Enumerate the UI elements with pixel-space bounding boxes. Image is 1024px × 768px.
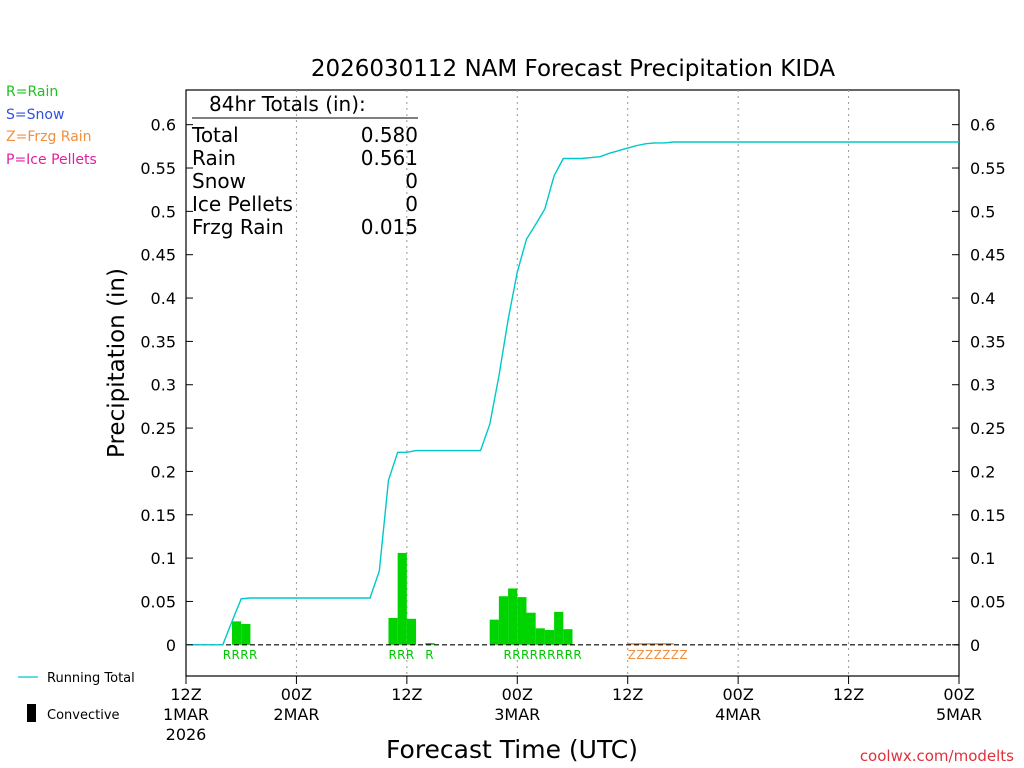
y-tick-label-left: 0 (166, 636, 176, 655)
rain-bar (498, 596, 509, 645)
legend-running-total-label: Running Total (47, 671, 135, 686)
y-tick-label-right: 0.1 (970, 549, 995, 568)
rain-bar (388, 617, 398, 645)
totals-label-ice-pellets: Ice Pellets (192, 192, 293, 216)
totals-header: 84hr Totals (in): (209, 92, 366, 116)
frzg-rain-bar (646, 643, 656, 645)
y-tick-label-right: 0.45 (970, 246, 1006, 265)
x-tick-label: 1MAR (163, 705, 209, 724)
rain-bar (397, 552, 407, 645)
rain-bar (544, 630, 555, 645)
gridlines (295, 90, 850, 676)
y-tick-label-left: 0.25 (140, 419, 176, 438)
precip-bars (232, 552, 674, 645)
y-tick-label-right: 0.15 (970, 506, 1006, 525)
y-tick-label-right: 0.4 (970, 289, 995, 308)
ptype-marker: RRR (388, 648, 414, 662)
x-tick-label: 00Z (281, 685, 312, 704)
rain-bar (425, 643, 435, 645)
y-tick-label-left: 0.1 (151, 549, 176, 568)
ptype-legend: R=Rain S=Snow Z=Frzg Rain P=Ice Pellets (6, 84, 97, 168)
totals-value-snow: 0 (405, 169, 418, 193)
x-tick-label: 2026 (166, 725, 207, 744)
ptype-marker: R (425, 648, 434, 662)
x-tick-label: 3MAR (494, 705, 540, 724)
totals-value-rain: 0.561 (361, 146, 418, 170)
x-tick-label: 00Z (502, 685, 533, 704)
legend-frzg-rain: Z=Frzg Rain (6, 129, 92, 145)
y-axis-ticks: 0 00.05 0.050.1 0.10.15 0.150.2 0.20.25 0.250.… (140, 116, 1005, 655)
totals-label-snow: Snow (192, 169, 246, 193)
y-tick-label-right: 0.2 (970, 462, 995, 481)
frzg-rain-bar (636, 643, 647, 645)
running-total-series (186, 141, 959, 646)
y-tick-label-left: 0.15 (140, 506, 176, 525)
x-tick-label: 12Z (833, 685, 864, 704)
plot-frame (185, 89, 960, 677)
totals-value-total: 0.580 (361, 123, 418, 147)
legend-convective-label: Convective (47, 708, 120, 723)
totals-value-ice-pellets: 0 (405, 192, 418, 216)
x-tick-label: 00Z (943, 685, 974, 704)
y-tick-label-left: 0.4 (151, 289, 176, 308)
y-tick-label-left: 0.35 (140, 332, 176, 351)
y-tick-label-left: 0.5 (151, 202, 176, 221)
x-tick-label: 12Z (391, 685, 422, 704)
y-tick-label-left: 0.2 (151, 462, 176, 481)
frzg-rain-bar (664, 643, 674, 645)
legend-convective-swatch (27, 704, 36, 722)
y-tick-label-right: 0.5 (970, 202, 995, 221)
totals-value-frzg-rain: 0.015 (361, 215, 418, 239)
rain-bar (554, 611, 564, 645)
series-legend: Running Total Convective (18, 671, 135, 723)
y-tick-label-right: 0.25 (970, 419, 1006, 438)
y-tick-label-left: 0.6 (151, 116, 176, 135)
rain-bar (489, 619, 499, 645)
credit-text: coolwx.com/modelts (860, 747, 1014, 765)
y-tick-label-right: 0.6 (970, 116, 995, 135)
x-tick-label: 12Z (612, 685, 643, 704)
rain-bar (241, 623, 251, 645)
rain-bar (563, 629, 573, 645)
ptype-markers: RRRR RRR R RRRRRRRRR ZZZZZZZ (223, 648, 688, 662)
rain-bar (535, 628, 545, 645)
ptype-marker: ZZZZZZZ (628, 648, 688, 662)
y-tick-label-right: 0 (970, 636, 980, 655)
y-tick-label-right: 0.3 (970, 376, 995, 395)
totals-label-total: Total (191, 123, 239, 147)
ptype-marker: RRRR (223, 648, 258, 662)
rain-bar (517, 597, 527, 645)
y-tick-label-left: 0.05 (140, 592, 176, 611)
legend-snow: S=Snow (6, 107, 64, 123)
rain-bar (232, 621, 242, 645)
rain-bar (508, 588, 518, 645)
chart-title: 2026030112 NAM Forecast Precipitation KI… (311, 56, 836, 82)
x-tick-label: 12Z (170, 685, 201, 704)
frzg-rain-bar (655, 643, 665, 645)
y-tick-label-left: 0.45 (140, 246, 176, 265)
y-tick-label-left: 0.3 (151, 376, 176, 395)
totals-label-frzg-rain: Frzg Rain (192, 215, 284, 239)
y-tick-label-right: 0.35 (970, 332, 1006, 351)
rain-bar (406, 618, 417, 645)
totals-label-rain: Rain (192, 146, 236, 170)
rain-bar (526, 612, 536, 645)
totals-box: 84hr Totals (in): Total 0.580 Rain 0.561… (191, 92, 418, 239)
x-tick-label: 2MAR (273, 705, 319, 724)
y-tick-label-right: 0.55 (970, 159, 1006, 178)
ptype-marker: RRRRRRRRR (503, 648, 582, 662)
x-axis-label: Forecast Time (UTC) (386, 735, 638, 764)
legend-ice-pellets: P=Ice Pellets (6, 152, 97, 168)
running-total-line (186, 141, 959, 646)
y-axis-label: Precipitation (in) (104, 268, 130, 458)
y-tick-label-left: 0.55 (140, 159, 176, 178)
x-tick-label: 5MAR (936, 705, 982, 724)
x-tick-label: 00Z (722, 685, 753, 704)
legend-rain: R=Rain (6, 84, 58, 100)
x-tick-label: 4MAR (715, 705, 761, 724)
frzg-rain-bar (627, 643, 637, 645)
y-tick-label-right: 0.05 (970, 592, 1006, 611)
